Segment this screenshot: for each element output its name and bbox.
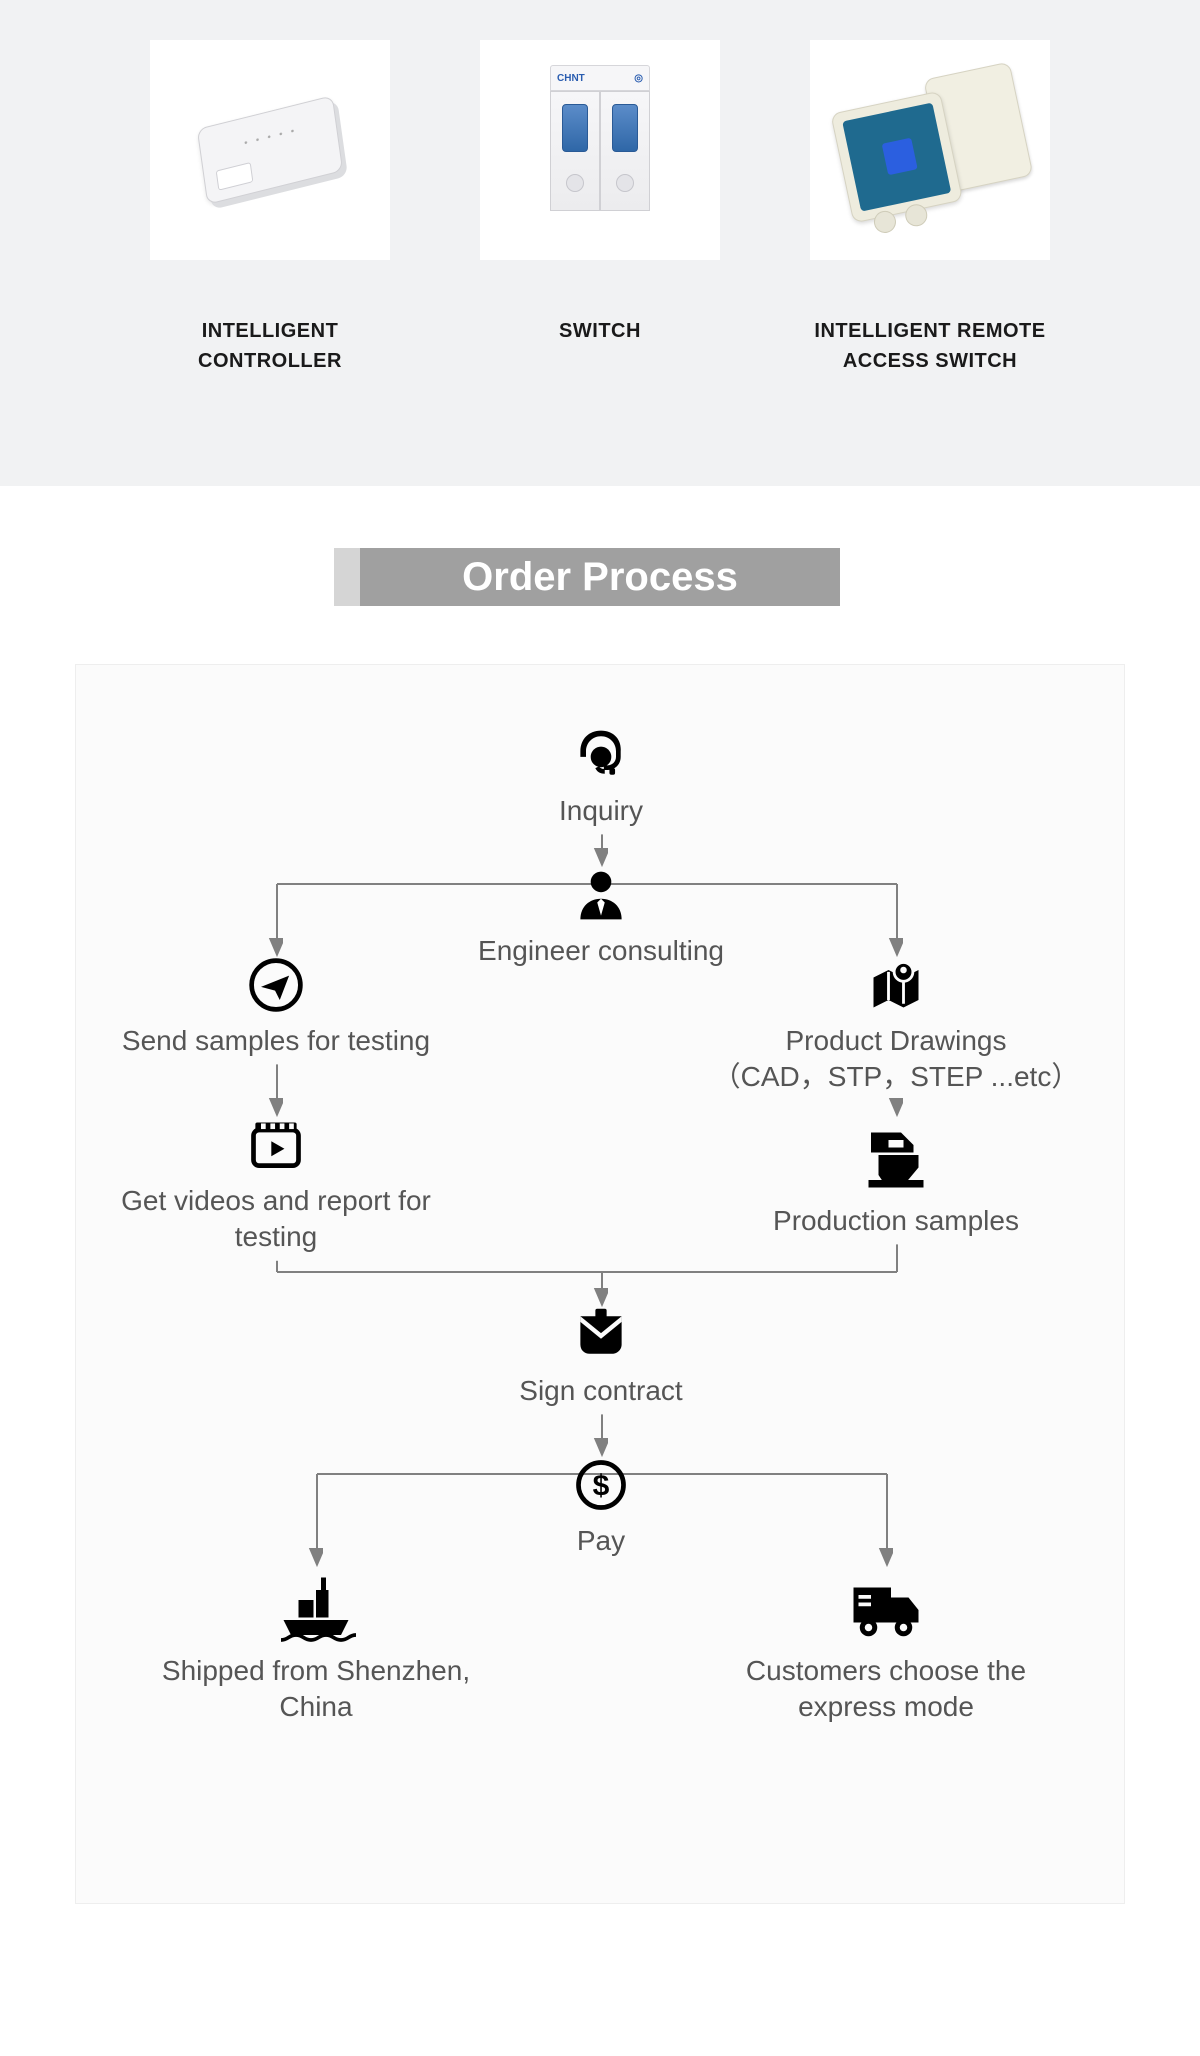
product-label: SWITCH (480, 316, 720, 346)
section-heading: Order Process (360, 548, 840, 606)
flow-section: Inquiry Engineer consulting Send samples… (0, 664, 1200, 1944)
flow-label: Production samples (746, 1203, 1046, 1239)
flow-node-pay: $ Pay (451, 1455, 751, 1559)
remote-illustration (829, 73, 1030, 228)
product-label: INTELLIGENT CONTROLLER (150, 316, 390, 376)
flow-node-engineer: Engineer consulting (451, 865, 751, 969)
heading-text: Order Process (462, 555, 738, 600)
products-row: INTELLIGENT CONTROLLER CHNT◎ SWITCH (0, 0, 1200, 486)
flow-label: Product Drawings（CAD，STP，STEP ...etc） (686, 1023, 1106, 1096)
product-col: INTELLIGENT CONTROLLER (150, 40, 390, 376)
flow-label: Sign contract (451, 1373, 751, 1409)
svg-text:$: $ (593, 1469, 610, 1502)
flow-node-inquiry: Inquiry (451, 725, 751, 829)
product-card (150, 40, 390, 260)
product-col: CHNT◎ SWITCH (480, 40, 720, 376)
flow-label: Get videos and report for testing (116, 1183, 436, 1256)
flow-node-shipped: Shipped from Shenzhen, China (156, 1565, 476, 1726)
heading-wrap: Order Process (0, 548, 1200, 606)
breaker-illustration: CHNT◎ (540, 65, 660, 235)
flow-label: Send samples for testing (116, 1023, 436, 1059)
flow-node-videos: Get videos and report for testing (116, 1115, 436, 1256)
product-col: INTELLIGENT REMOTE ACCESS SWITCH (810, 40, 1050, 376)
flow-node-production: Production samples (746, 1115, 1046, 1239)
flow-node-express: Customers choose the express mode (726, 1565, 1046, 1726)
breaker-brand: CHNT (557, 73, 585, 84)
product-label: INTELLIGENT REMOTE ACCESS SWITCH (810, 316, 1050, 376)
controller-illustration (197, 95, 343, 205)
product-card (810, 40, 1050, 260)
flow-label: Shipped from Shenzhen, China (156, 1653, 476, 1726)
flow-node-samples: Send samples for testing (116, 955, 436, 1059)
product-card: CHNT◎ (480, 40, 720, 260)
flow-label: Inquiry (451, 793, 751, 829)
flow-node-drawings: Product Drawings（CAD，STP，STEP ...etc） (686, 955, 1106, 1096)
flow-label: Pay (451, 1523, 751, 1559)
flow-label: Customers choose the express mode (726, 1653, 1046, 1726)
flow-box: Inquiry Engineer consulting Send samples… (75, 664, 1125, 1904)
flow-node-contract: Sign contract (451, 1305, 751, 1409)
